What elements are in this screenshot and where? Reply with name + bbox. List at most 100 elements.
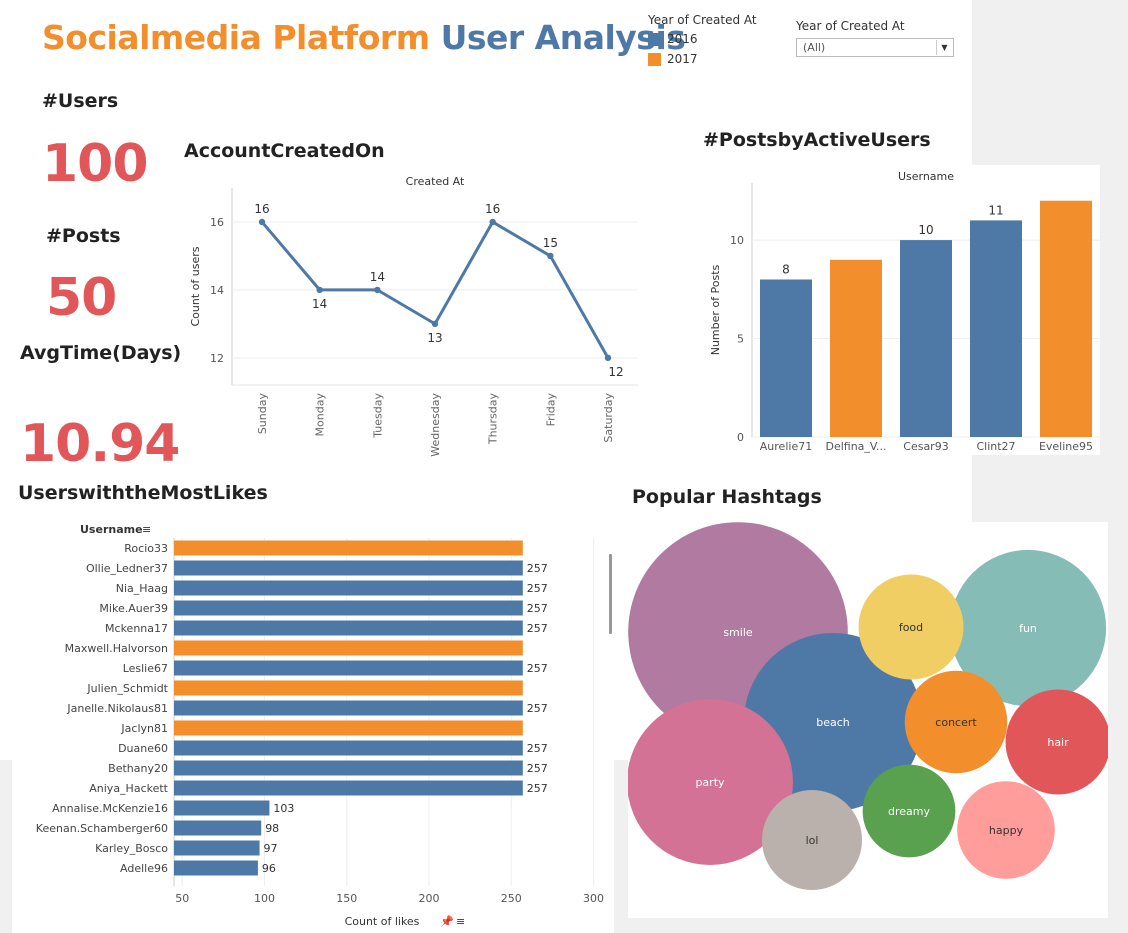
popular-hashtags-bubble-chart: smile beach party fun hair food concert happy lo… (628, 522, 1108, 918)
likes-chart-bar (174, 781, 523, 796)
posts-active-title: #PostsbyActiveUsers (703, 129, 931, 151)
line-chart-x-tick: Tuesday (371, 393, 384, 439)
likes-chart-row-label: Julien_Schmidt (86, 682, 168, 695)
line-chart-data-label: 16 (254, 202, 269, 216)
sort-icon: ≡ (456, 915, 465, 928)
line-chart-y-tick: 12 (210, 352, 224, 365)
likes-chart-x-label: Count of likes (345, 915, 420, 928)
hashtag-label-party: party (695, 776, 725, 789)
likes-chart-bar (174, 581, 523, 596)
sort-icon: ≡ (142, 523, 151, 536)
line-chart-point (605, 355, 611, 361)
likes-chart-row-label: Ollie_Ledner37 (86, 562, 168, 575)
likes-chart-data-label: 257 (527, 662, 548, 675)
users-kpi-label: #Users (42, 90, 118, 112)
line-chart-x-tick: Friday (544, 393, 557, 427)
likes-chart-row-label: Adelle96 (120, 862, 168, 875)
line-chart-y-tick: 16 (210, 216, 224, 229)
pin-icon: 📌 (440, 914, 454, 928)
hashtag-label-smile: smile (723, 626, 753, 639)
likes-chart-row-label: Keenan.Schamberger60 (36, 822, 168, 835)
likes-chart-data-label: 98 (265, 822, 279, 835)
line-chart-data-label: 12 (608, 365, 623, 379)
likes-chart-data-label: 257 (527, 582, 548, 595)
likes-chart-data-label: 257 (527, 702, 548, 715)
year-filter-dropdown[interactable]: (All) ▼ (796, 38, 954, 57)
likes-chart-x-tick: 250 (501, 892, 522, 905)
line-chart-title: Created At (406, 175, 465, 188)
likes-chart-row-label: Maxwell.Halvorson (65, 642, 168, 655)
likes-chart-row-label: Bethany20 (108, 762, 168, 775)
likes-chart-row-label: Aniya_Hackett (89, 782, 168, 795)
likes-chart-data-label: 257 (527, 762, 548, 775)
line-chart-data-label: 15 (543, 236, 558, 250)
likes-chart-row-label: Nia_Haag (116, 582, 168, 595)
likes-chart-x-tick: 50 (175, 892, 189, 905)
line-chart-point (489, 219, 495, 225)
line-chart-x-tick: Saturday (602, 393, 615, 443)
posts-chart-data-label: 8 (782, 262, 790, 276)
posts-chart-x-tick: Delfina_V... (825, 440, 886, 453)
posts-chart-data-label: 10 (918, 223, 933, 237)
posts-chart-data-label: 11 (988, 203, 1003, 217)
likes-chart-bar (174, 661, 523, 676)
line-chart-point (547, 253, 553, 259)
title-part-1: Socialmedia Platform (42, 18, 430, 57)
chevron-down-icon[interactable]: ▼ (936, 40, 952, 55)
likes-chart-bar (174, 741, 523, 756)
hashtag-label-dreamy: dreamy (888, 805, 930, 818)
likes-chart-bar (174, 621, 523, 636)
posts-kpi-label: #Posts (46, 225, 121, 247)
likes-chart-scrollbar (609, 554, 612, 634)
likes-chart-data-label: 257 (527, 562, 548, 575)
likes-chart-row-label: Jaclyn81 (120, 722, 168, 735)
most-likes-title: UserswiththeMostLikes (18, 482, 268, 504)
likes-chart-data-label: 97 (264, 842, 278, 855)
likes-chart-bar (174, 641, 523, 656)
line-chart-x-tick: Monday (314, 393, 327, 437)
posts-chart-x-tick: Clint27 (976, 440, 1015, 453)
line-chart-point (432, 321, 438, 327)
likes-chart-bar (174, 861, 258, 876)
hashtag-label-food: food (899, 621, 923, 634)
legend-label-2016: 2016 (667, 32, 698, 46)
likes-chart-row-label: Annalise.McKenzie16 (52, 802, 168, 815)
hashtag-label-hair: hair (1047, 736, 1069, 749)
likes-chart-data-label: 96 (262, 862, 276, 875)
dashboard-title: Socialmedia Platform User Analysis (42, 18, 685, 57)
line-chart-x-tick: Wednesday (429, 393, 442, 457)
likes-chart-row-label: Karley_Bosco (95, 842, 168, 855)
color-legend: Year of Created At 2016 2017 (648, 13, 778, 69)
account-created-title: AccountCreatedOn (184, 140, 385, 162)
posts-chart-y-label: Number of Posts (709, 264, 722, 355)
year-filter: Year of Created At (All) ▼ (796, 19, 954, 57)
likes-chart-bar (174, 821, 261, 836)
line-chart-y-label: Count of users (189, 246, 202, 326)
line-chart-data-label: 16 (485, 202, 500, 216)
account-created-line-chart: Created At 12 14 16 Count of users 16 Sunday 14… (180, 170, 650, 465)
likes-chart-x-tick: 200 (419, 892, 440, 905)
legend-label-2017: 2017 (667, 52, 698, 66)
likes-chart-bar (174, 561, 523, 576)
posts-chart-bar (1040, 201, 1092, 437)
likes-chart-header: Username (80, 523, 143, 536)
legend-item-2017[interactable]: 2017 (648, 49, 778, 69)
likes-chart-bar (174, 721, 523, 736)
likes-chart-bar (174, 681, 523, 696)
posts-chart-y-tick: 5 (737, 333, 744, 346)
filter-label: Year of Created At (796, 19, 954, 33)
posts-chart-title: Username (898, 170, 954, 183)
avg-time-kpi-label: AvgTime(Days) (20, 342, 181, 364)
line-chart-point (259, 219, 265, 225)
likes-chart-data-label: 257 (527, 742, 548, 755)
hashtag-label-concert: concert (935, 716, 977, 729)
likes-chart-data-label: 103 (273, 802, 294, 815)
likes-chart-x-tick: 300 (583, 892, 604, 905)
posts-chart-bar (970, 220, 1022, 437)
legend-item-2016[interactable]: 2016 (648, 29, 778, 49)
likes-chart-x-tick: 150 (336, 892, 357, 905)
posts-chart-x-tick: Eveline95 (1039, 440, 1093, 453)
likes-chart-bar (174, 801, 269, 816)
likes-chart-bar (174, 701, 523, 716)
line-chart-x-tick: Sunday (256, 393, 269, 435)
